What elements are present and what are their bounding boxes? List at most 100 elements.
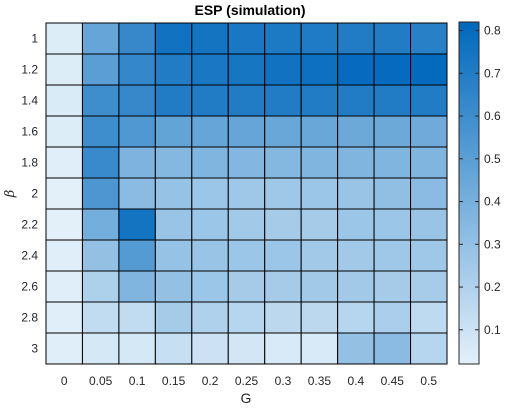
heatmap-cell-r7-c5 bbox=[227, 239, 266, 272]
heatmap-cell-r2-c4 bbox=[191, 84, 229, 117]
heatmap-cell-r1-c3 bbox=[154, 53, 193, 86]
heatmap-cell-r2-c5 bbox=[227, 84, 266, 117]
heatmap-cell-r3-c2 bbox=[118, 115, 156, 148]
heatmap-cell-r7-c7 bbox=[300, 239, 339, 272]
heatmap-cell-r6-c9 bbox=[373, 208, 412, 241]
heatmap-cell-r6-c3 bbox=[154, 208, 193, 241]
heatmap-cell-r9-c9 bbox=[373, 301, 412, 334]
heatmap-cell-r1-c8 bbox=[337, 53, 375, 86]
heatmap-cell-r4-c2 bbox=[118, 146, 156, 179]
heatmap-cell-r0-c10 bbox=[410, 22, 448, 55]
heatmap-cell-r2-c10 bbox=[410, 84, 448, 117]
x-tick-label: 0.3 bbox=[275, 374, 292, 388]
heatmap-cell-r8-c2 bbox=[118, 270, 156, 303]
heatmap-cell-r0-c1 bbox=[81, 22, 120, 55]
heatmap-cell-r5-c4 bbox=[191, 177, 229, 210]
heatmap-cell-r4-c1 bbox=[81, 146, 120, 179]
heatmap-cell-r8-c3 bbox=[154, 270, 193, 303]
y-tick-label: 1 bbox=[31, 32, 38, 46]
heatmap-cell-r0-c4 bbox=[191, 22, 229, 55]
heatmap-cell-r5-c6 bbox=[264, 177, 302, 210]
colorbar-tick-label: 0.4 bbox=[484, 195, 501, 209]
x-tick-label: 0.05 bbox=[89, 374, 113, 388]
heatmap-cell-r1-c9 bbox=[373, 53, 412, 86]
heatmap-cell-r3-c10 bbox=[410, 115, 448, 148]
heatmap-cell-r9-c6 bbox=[264, 301, 302, 334]
heatmap-cell-r0-c5 bbox=[227, 22, 266, 55]
heatmap-cell-r3-c7 bbox=[300, 115, 339, 148]
heatmap-cell-r8-c10 bbox=[410, 270, 448, 303]
heatmap-cell-r4-c3 bbox=[154, 146, 193, 179]
heatmap-cell-r4-c7 bbox=[300, 146, 339, 179]
heatmap-cell-r5-c3 bbox=[154, 177, 193, 210]
y-axis-label: β bbox=[3, 190, 18, 199]
heatmap-cell-r0-c3 bbox=[154, 22, 193, 55]
heatmap-cell-r9-c7 bbox=[300, 301, 339, 334]
heatmap-cell-r1-c4 bbox=[191, 53, 229, 86]
heatmap-cell-r1-c1 bbox=[81, 53, 120, 86]
heatmap-cell-r5-c2 bbox=[118, 177, 156, 210]
heatmap-cell-r7-c1 bbox=[81, 239, 120, 272]
y-tick-labels: 1 1.2 1.4 1.6 1.8 2 2.2 2.4 2.6 2.8 3 bbox=[21, 32, 38, 356]
heatmap-cell-r10-c1 bbox=[81, 332, 120, 365]
heatmap-cell-r4-c9 bbox=[373, 146, 412, 179]
x-tick-label: 0.35 bbox=[308, 374, 332, 388]
heatmap-cell-r4-c6 bbox=[264, 146, 302, 179]
heatmap-cell-r10-c4 bbox=[191, 332, 229, 365]
heatmap-cell-r5-c9 bbox=[373, 177, 412, 210]
colorbar-ticks: 0.1 0.2 0.3 0.4 0.5 0.6 0.7 0.8 bbox=[459, 24, 501, 337]
heatmap-cell-r0-c6 bbox=[264, 22, 302, 55]
heatmap-cell-r7-c2 bbox=[118, 239, 156, 272]
heatmap-cell-r10-c0 bbox=[45, 332, 83, 365]
heatmap-cell-r8-c6 bbox=[264, 270, 302, 303]
heatmap-cell-r5-c0 bbox=[45, 177, 83, 210]
heatmap-cell-r2-c3 bbox=[154, 84, 193, 117]
heatmap-cell-r4-c4 bbox=[191, 146, 229, 179]
heatmap-cell-r6-c0 bbox=[45, 208, 83, 241]
colorbar-tick-label: 0.7 bbox=[484, 66, 501, 80]
heatmap-cell-r8-c8 bbox=[337, 270, 375, 303]
heatmap-cell-r7-c8 bbox=[337, 239, 375, 272]
x-axis-label: G bbox=[241, 390, 252, 406]
heatmap-cell-r8-c7 bbox=[300, 270, 339, 303]
heatmap-cell-r10-c10 bbox=[410, 332, 448, 365]
heatmap-cell-r2-c0 bbox=[45, 84, 83, 117]
heatmap-cell-r8-c4 bbox=[191, 270, 229, 303]
heatmap-cell-r0-c2 bbox=[118, 22, 156, 55]
heatmap-cell-r10-c8 bbox=[337, 332, 375, 365]
heatmap-cell-r1-c5 bbox=[227, 53, 266, 86]
y-tick-label: 2.2 bbox=[21, 218, 38, 232]
heatmap-cell-r3-c4 bbox=[191, 115, 229, 148]
heatmap-cell-r6-c7 bbox=[300, 208, 339, 241]
heatmap-cell-r7-c4 bbox=[191, 239, 229, 272]
heatmap-cell-r10-c7 bbox=[300, 332, 339, 365]
heatmap-cell-r5-c5 bbox=[227, 177, 266, 210]
colorbar-tick-label: 0.2 bbox=[484, 280, 501, 294]
heatmap-cell-r7-c10 bbox=[410, 239, 448, 272]
heatmap-cells bbox=[45, 22, 448, 365]
heatmap-cell-r3-c3 bbox=[154, 115, 193, 148]
heatmap-cell-r8-c9 bbox=[373, 270, 412, 303]
heatmap-cell-r1-c7 bbox=[300, 53, 339, 86]
heatmap-cell-r2-c9 bbox=[373, 84, 412, 117]
heatmap-cell-r7-c9 bbox=[373, 239, 412, 272]
heatmap-cell-r1-c10 bbox=[410, 53, 448, 86]
heatmap-cell-r8-c0 bbox=[45, 270, 83, 303]
heatmap-cell-r0-c7 bbox=[300, 22, 339, 55]
x-tick-label: 0.25 bbox=[235, 374, 259, 388]
heatmap-cell-r4-c10 bbox=[410, 146, 448, 179]
heatmap-cell-r6-c4 bbox=[191, 208, 229, 241]
heatmap-cell-r6-c2 bbox=[118, 208, 156, 241]
plot-frame bbox=[45, 22, 448, 365]
x-tick-label: 0.15 bbox=[162, 374, 186, 388]
heatmap-cell-r9-c8 bbox=[337, 301, 375, 334]
heatmap-cell-r10-c2 bbox=[118, 332, 156, 365]
y-tick-label: 1.6 bbox=[21, 125, 38, 139]
heatmap-cell-r4-c5 bbox=[227, 146, 266, 179]
heatmap-cell-r1-c2 bbox=[118, 53, 156, 86]
heatmap-cell-r6-c8 bbox=[337, 208, 375, 241]
heatmap-cell-r2-c1 bbox=[81, 84, 120, 117]
heatmap-cell-r10-c9 bbox=[373, 332, 412, 365]
y-tick-label: 2.6 bbox=[21, 280, 38, 294]
